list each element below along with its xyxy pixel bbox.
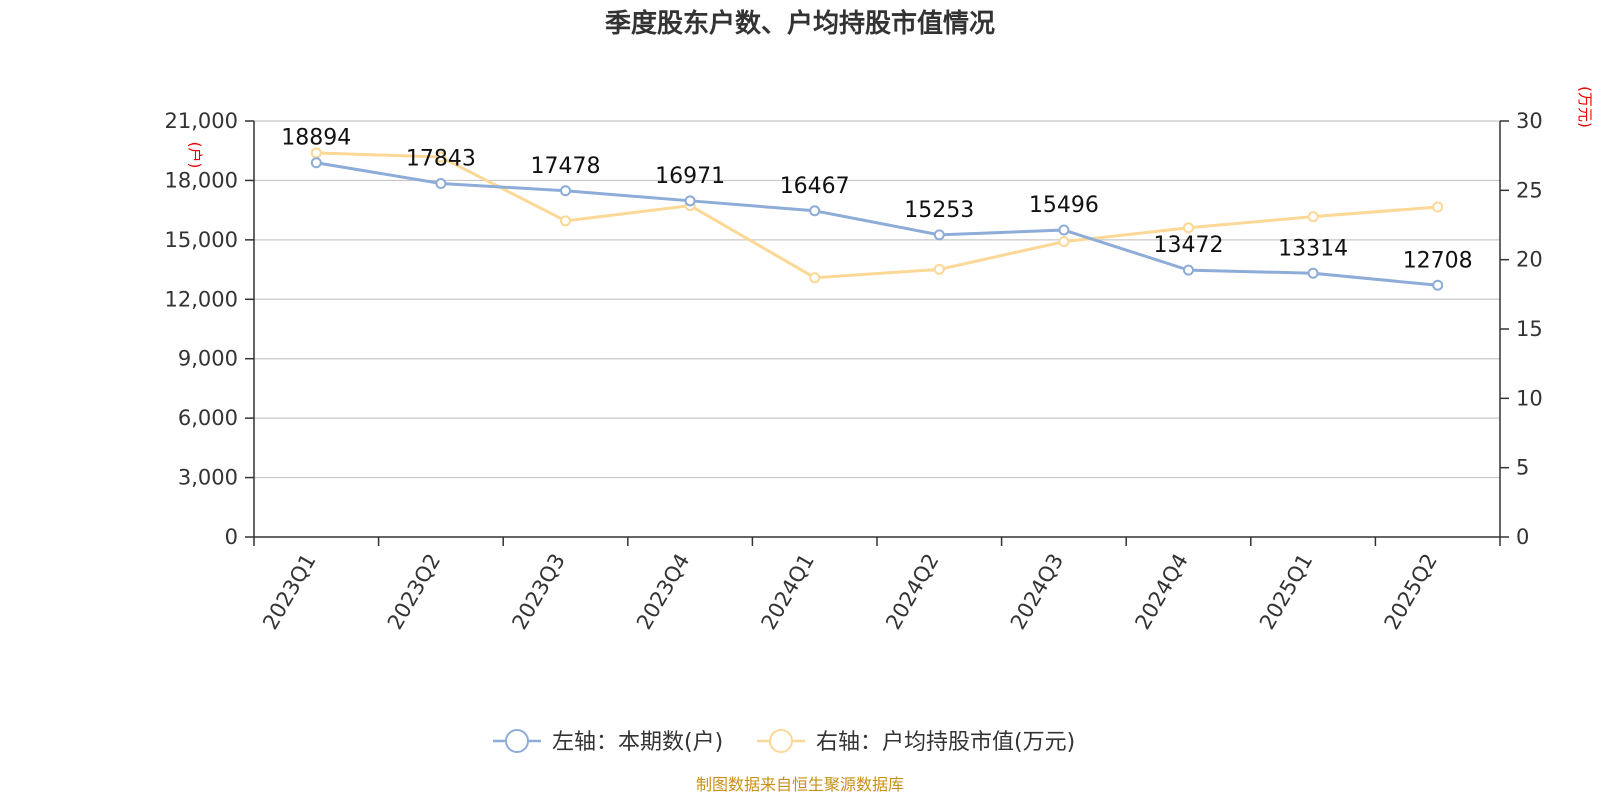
data-label: 17478	[531, 154, 601, 179]
data-point[interactable]	[1183, 264, 1194, 276]
series-layer: 18894 17843 17478 16971 16467 15253 15496 13472…	[281, 126, 1473, 291]
right-tick-label: 10	[1516, 386, 1543, 410]
right-tick-label: 0	[1516, 525, 1529, 549]
data-point[interactable]	[1058, 236, 1070, 248]
data-point[interactable]	[1183, 222, 1194, 234]
grid-lines	[254, 120, 1500, 479]
series-avg-holding-value	[310, 147, 1444, 284]
source-note: 制图数据来自恒生聚源数据库	[696, 775, 904, 794]
series-line	[316, 161, 1438, 287]
axes	[245, 120, 1509, 546]
tick-labels: 0 3,000 6,000 9,000 12,000 15,000 18,000 21,000…	[165, 109, 1543, 634]
left-tick-label: 0	[225, 525, 238, 549]
x-tick-label: 2024Q4	[1130, 550, 1192, 634]
left-tick-label: 9,000	[178, 347, 238, 371]
data-point[interactable]	[435, 151, 447, 163]
right-tick-label: 15	[1516, 317, 1543, 341]
right-tick-label: 30	[1516, 109, 1543, 133]
x-tick-label: 2023Q2	[383, 550, 445, 634]
x-tick-label: 2025Q2	[1380, 550, 1442, 634]
data-point[interactable]	[1058, 224, 1070, 236]
right-tick-label: 25	[1516, 178, 1543, 202]
legend-label: 左轴：本期数(户)	[552, 730, 723, 755]
data-point[interactable]	[310, 157, 322, 169]
x-tick-label: 2024Q3	[1006, 550, 1068, 634]
right-tick-label: 20	[1516, 248, 1543, 272]
left-tick-label: 6,000	[178, 406, 238, 430]
series-line	[316, 151, 1438, 280]
data-label: 15253	[904, 198, 974, 223]
data-point[interactable]	[809, 205, 821, 217]
x-tick-label: 2024Q1	[757, 550, 819, 634]
legend-item-avg-holding-value[interactable]: 右轴：户均持股市值(万元)	[757, 729, 1075, 755]
x-tick-label: 2023Q3	[507, 550, 569, 634]
legend-item-shareholders[interactable]: 左轴：本期数(户)	[493, 729, 723, 755]
legend[interactable]: 左轴：本期数(户) 右轴：户均持股市值(万元)	[493, 729, 1075, 755]
left-tick-label: 15,000	[165, 228, 238, 252]
data-label: 18894	[281, 126, 351, 151]
x-tick-label: 2023Q4	[632, 550, 694, 634]
left-tick-label: 12,000	[165, 287, 238, 311]
right-tick-label: 5	[1516, 456, 1529, 480]
data-point[interactable]	[684, 195, 696, 207]
data-label: 13314	[1278, 236, 1348, 261]
data-label: 13472	[1154, 233, 1224, 258]
data-point[interactable]	[933, 263, 945, 275]
legend-marker	[769, 729, 793, 753]
x-tick-label: 2025Q1	[1255, 550, 1317, 634]
legend-label: 右轴：户均持股市值(万元)	[816, 730, 1075, 755]
data-label: 15496	[1029, 193, 1099, 218]
data-point[interactable]	[560, 215, 571, 227]
data-point[interactable]	[933, 229, 945, 241]
data-point[interactable]	[809, 272, 821, 284]
data-label: 16467	[780, 174, 850, 199]
data-point[interactable]	[560, 185, 571, 197]
x-tick-label: 2024Q2	[881, 550, 943, 634]
series-shareholders	[310, 157, 1444, 291]
data-point[interactable]	[1432, 279, 1444, 291]
legend-marker	[505, 729, 529, 753]
right-axis-unit: (万元)	[1576, 86, 1594, 128]
data-label: 16971	[655, 164, 725, 189]
chart-title: 季度股东户数、户均持股市值情况	[605, 8, 995, 39]
data-point[interactable]	[1307, 267, 1319, 279]
data-point[interactable]	[1432, 201, 1444, 213]
left-tick-label: 3,000	[178, 466, 238, 490]
data-label: 17843	[406, 147, 476, 172]
data-label: 12708	[1403, 248, 1473, 273]
left-tick-label: 18,000	[165, 168, 238, 192]
x-tick-label: 2023Q1	[258, 550, 320, 634]
data-point[interactable]	[435, 178, 447, 190]
data-point[interactable]	[1307, 211, 1319, 223]
left-tick-label: 21,000	[165, 109, 238, 133]
left-axis-unit: (户)	[186, 142, 204, 169]
